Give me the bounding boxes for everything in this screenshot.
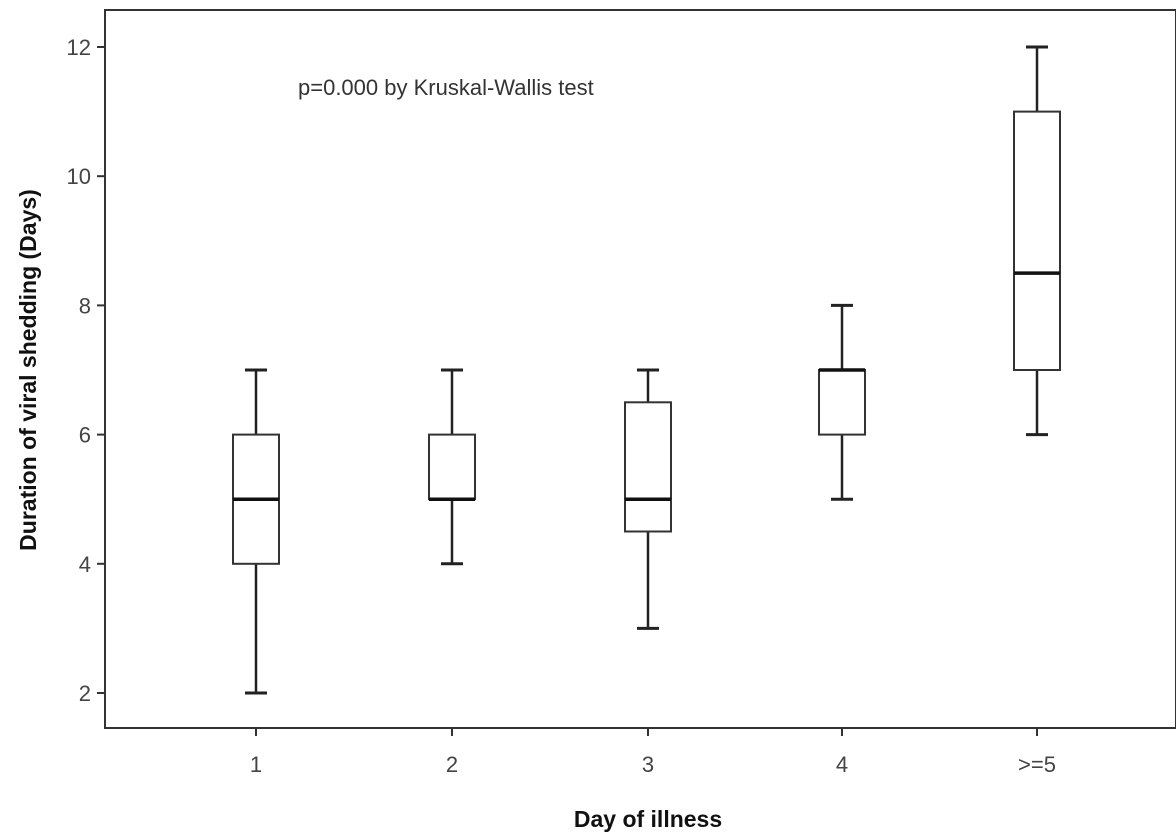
box-iqr bbox=[818, 369, 866, 436]
box-4 bbox=[818, 303, 866, 501]
x-axis-title: Day of illness bbox=[574, 806, 722, 832]
x-tick-label: 4 bbox=[836, 752, 848, 777]
y-tick-label: 10 bbox=[67, 164, 91, 189]
x-axis: 1 2 3 4 >=5 bbox=[250, 728, 1056, 777]
y-tick-label: 12 bbox=[67, 35, 91, 60]
box-3 bbox=[624, 368, 672, 630]
boxes-group bbox=[232, 45, 1061, 695]
box-iqr bbox=[428, 433, 476, 501]
y-axis: 2 4 6 8 10 12 bbox=[67, 35, 105, 706]
plot-frame bbox=[104, 9, 1176, 729]
box-iqr bbox=[1013, 110, 1061, 371]
y-tick-label: 8 bbox=[79, 293, 91, 318]
y-tick-label: 2 bbox=[79, 681, 91, 706]
x-tick-label: >=5 bbox=[1018, 752, 1056, 777]
x-tick-label: 3 bbox=[642, 752, 654, 777]
y-tick-label: 4 bbox=[79, 552, 91, 577]
box-5 bbox=[1013, 45, 1061, 437]
box-iqr bbox=[624, 401, 672, 533]
box-1 bbox=[232, 368, 280, 695]
x-tick-label: 2 bbox=[446, 752, 458, 777]
box-2 bbox=[428, 368, 476, 566]
y-tick-label: 6 bbox=[79, 423, 91, 448]
y-axis-title: Duration of viral shedding (Days) bbox=[15, 189, 41, 551]
x-tick-label: 1 bbox=[250, 752, 262, 777]
annotation-text: p=0.000 by Kruskal-Wallis test bbox=[298, 75, 594, 100]
